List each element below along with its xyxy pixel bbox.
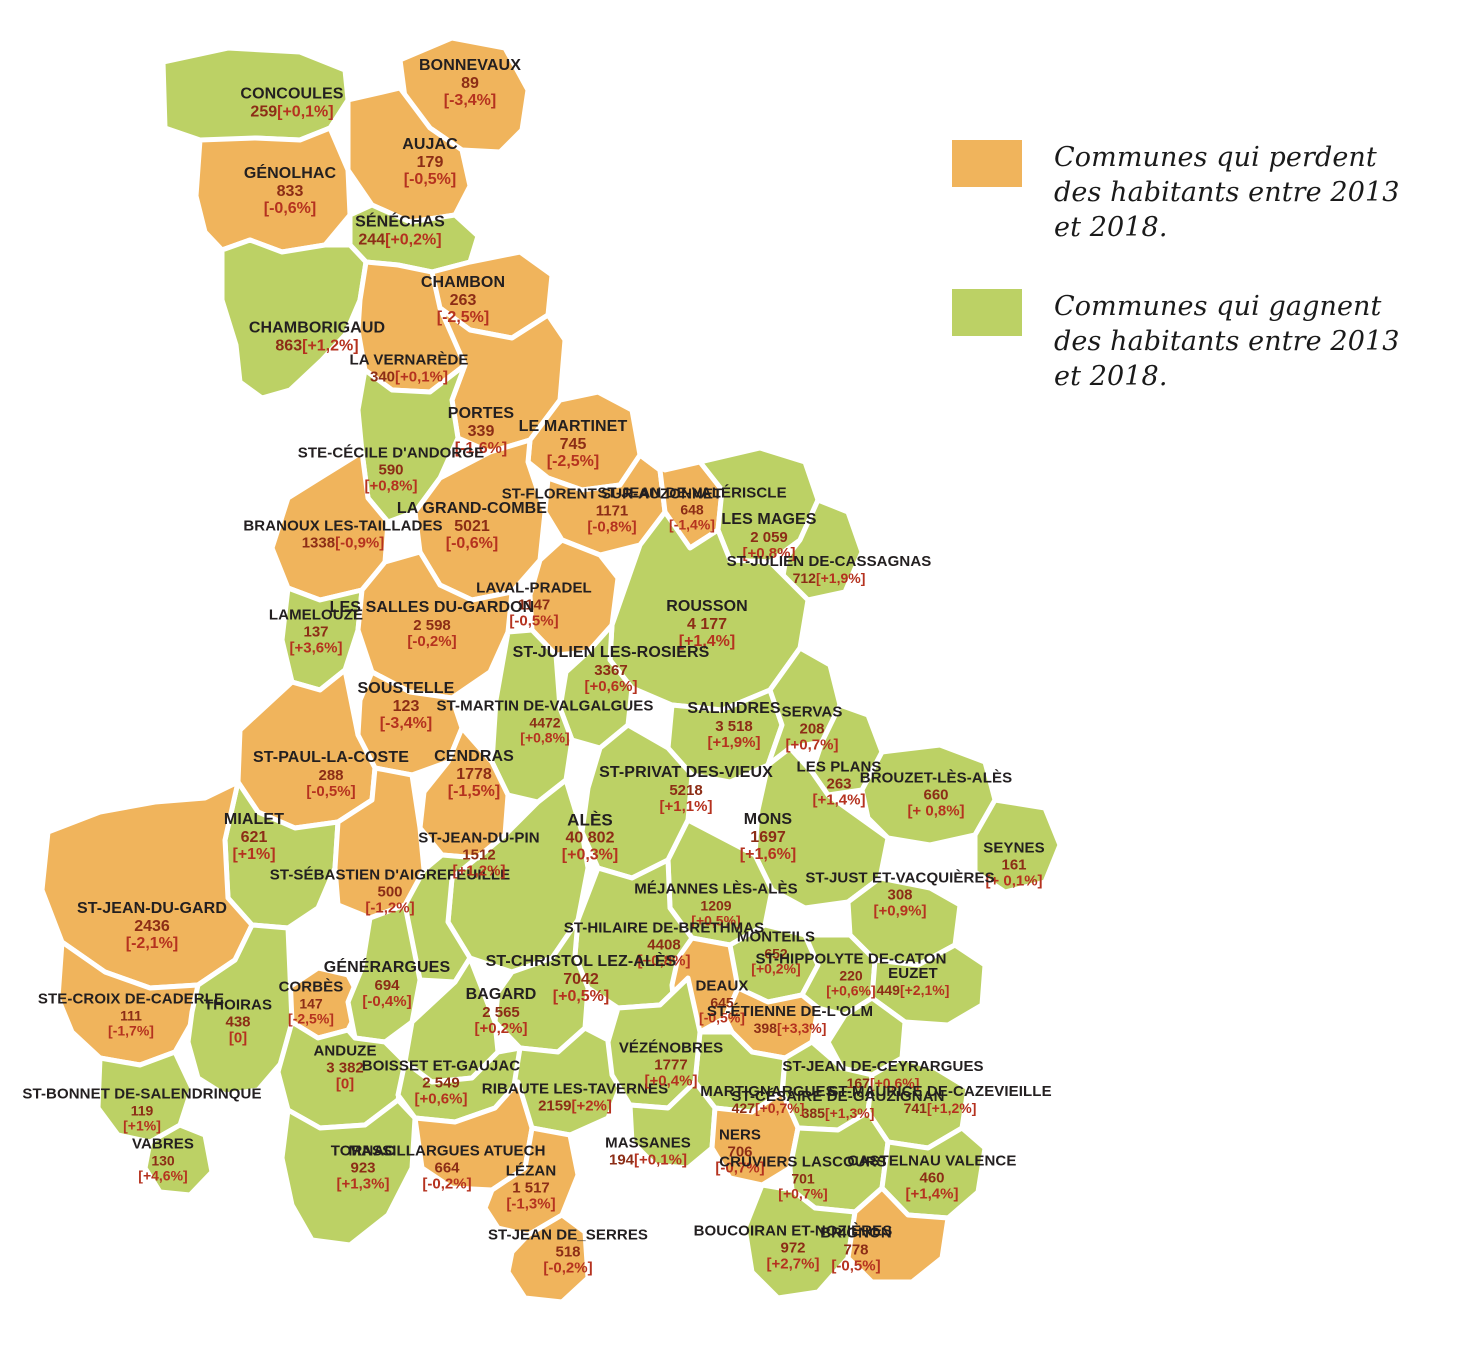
commune-region[interactable]: [845, 1185, 951, 1285]
commune-region[interactable]: [193, 125, 353, 255]
legend-swatch-losing: [952, 140, 1022, 187]
commune-region[interactable]: [779, 497, 865, 603]
legend-label-losing: Communes qui perdent des habitants entre…: [1054, 142, 1400, 244]
commune-region[interactable]: [345, 902, 423, 1045]
commune-region[interactable]: [607, 509, 811, 713]
commune-region[interactable]: [185, 922, 295, 1098]
commune-region[interactable]: [482, 1125, 581, 1238]
map-legend: Communes qui perdent des habitants entre…: [952, 140, 1422, 439]
commune-region[interactable]: [972, 797, 1063, 895]
commune-region[interactable]: [355, 549, 515, 701]
commune-region[interactable]: [142, 1122, 215, 1198]
commune-region[interactable]: [355, 669, 465, 778]
legend-item-gaining: Communes qui gagnent des habitants entre…: [952, 289, 1422, 394]
commune-region[interactable]: [742, 1182, 858, 1301]
commune-region[interactable]: [235, 667, 378, 831]
commune-region[interactable]: [219, 237, 369, 401]
legend-label-gaining: Communes qui gagnent des habitants entre…: [1054, 291, 1400, 393]
commune-region[interactable]: [279, 1097, 418, 1248]
commune-region[interactable]: [279, 585, 365, 693]
legend-swatch-gaining: [952, 289, 1022, 337]
legend-item-losing: Communes qui perdent des habitants entre…: [952, 140, 1422, 245]
commune-region[interactable]: [697, 445, 821, 565]
commune-region[interactable]: [345, 85, 473, 225]
commune-region[interactable]: [505, 1212, 591, 1305]
